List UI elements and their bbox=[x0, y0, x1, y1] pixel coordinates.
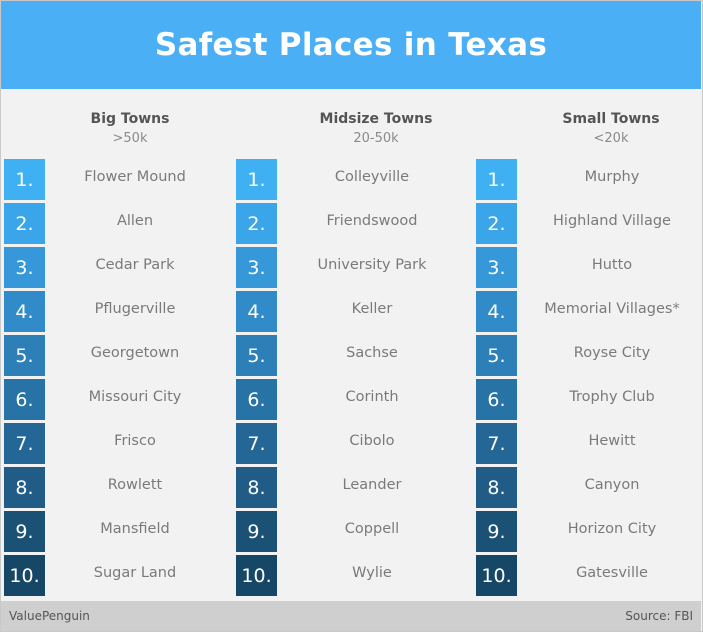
column-title: Big Towns bbox=[90, 111, 170, 127]
town-name: Sugar Land bbox=[93, 565, 177, 581]
column-subtitle: <20k bbox=[593, 131, 629, 146]
column-subtitle: >50k bbox=[112, 131, 148, 146]
town-name: Hewitt bbox=[588, 433, 636, 449]
column-header-midsize: Midsize Towns 20-50k bbox=[286, 109, 466, 149]
town-name: Colleyville bbox=[334, 169, 410, 185]
town-name: Highland Village bbox=[553, 213, 671, 229]
town-name: Allen bbox=[116, 213, 154, 229]
rank-badge: 6. bbox=[4, 379, 45, 420]
town-name: Cibolo bbox=[349, 433, 395, 449]
rank-badge: 8. bbox=[4, 467, 45, 508]
town-name: Trophy Club bbox=[569, 389, 655, 405]
town-name: Corinth bbox=[345, 389, 399, 405]
town-name: Friendswood bbox=[326, 213, 418, 229]
town-name: Pflugerville bbox=[94, 301, 176, 317]
brand-label: ValuePenguin bbox=[9, 609, 90, 623]
rank-badge: 5. bbox=[476, 335, 517, 376]
rank-badge: 7. bbox=[4, 423, 45, 464]
rank-badge: 5. bbox=[4, 335, 45, 376]
town-name: Flower Mound bbox=[84, 169, 186, 185]
town-name: Mansfield bbox=[100, 521, 170, 537]
header-banner: Safest Places in Texas bbox=[1, 1, 701, 89]
town-name: Horizon City bbox=[567, 521, 657, 537]
town-name: Coppell bbox=[344, 521, 400, 537]
rank-badge: 4. bbox=[4, 291, 45, 332]
town-name: Keller bbox=[351, 301, 393, 317]
town-name: Rowlett bbox=[107, 477, 163, 493]
footer-bar: ValuePenguin Source: FBI bbox=[1, 601, 701, 631]
rank-badge: 6. bbox=[236, 379, 277, 420]
town-name: Gatesville bbox=[576, 565, 648, 581]
column-header-small: Small Towns <20k bbox=[521, 109, 701, 149]
rank-badge: 3. bbox=[236, 247, 277, 288]
source-label: Source: FBI bbox=[625, 609, 693, 623]
rank-badge: 1. bbox=[4, 159, 45, 200]
rank-badge: 2. bbox=[236, 203, 277, 244]
rank-badge: 10. bbox=[476, 555, 517, 596]
rank-badge: 8. bbox=[236, 467, 277, 508]
town-name: Missouri City bbox=[88, 389, 182, 405]
rank-badge: 2. bbox=[4, 203, 45, 244]
town-name: Royse City bbox=[573, 345, 651, 361]
rank-badge: 8. bbox=[476, 467, 517, 508]
rank-badge: 1. bbox=[236, 159, 277, 200]
column-subtitle: 20-50k bbox=[353, 131, 399, 146]
town-name: Canyon bbox=[584, 477, 640, 493]
town-name: Memorial Villages* bbox=[544, 301, 680, 317]
rank-badge: 4. bbox=[236, 291, 277, 332]
rank-badge: 7. bbox=[236, 423, 277, 464]
rank-badge: 10. bbox=[4, 555, 45, 596]
rank-badge: 3. bbox=[4, 247, 45, 288]
town-name: Cedar Park bbox=[95, 257, 175, 273]
town-name: Murphy bbox=[584, 169, 640, 185]
page-title: Safest Places in Texas bbox=[154, 27, 548, 63]
rank-badge: 10. bbox=[236, 555, 277, 596]
rank-badge: 3. bbox=[476, 247, 517, 288]
rank-badge: 6. bbox=[476, 379, 517, 420]
town-name: Hutto bbox=[591, 257, 633, 273]
rank-badge: 2. bbox=[476, 203, 517, 244]
town-name: Frisco bbox=[114, 433, 156, 449]
town-name: University Park bbox=[317, 257, 427, 273]
rank-badge: 1. bbox=[476, 159, 517, 200]
column-title: Small Towns bbox=[562, 111, 660, 127]
column-header-big: Big Towns >50k bbox=[40, 109, 220, 149]
town-name: Georgetown bbox=[90, 345, 180, 361]
town-name: Sachse bbox=[346, 345, 398, 361]
rank-badge: 9. bbox=[4, 511, 45, 552]
rank-badge: 7. bbox=[476, 423, 517, 464]
town-name: Leander bbox=[342, 477, 402, 493]
town-name: Wylie bbox=[352, 565, 392, 581]
column-title: Midsize Towns bbox=[319, 111, 433, 127]
rank-badge: 5. bbox=[236, 335, 277, 376]
rank-badge: 9. bbox=[236, 511, 277, 552]
rank-badge: 4. bbox=[476, 291, 517, 332]
rank-badge: 9. bbox=[476, 511, 517, 552]
